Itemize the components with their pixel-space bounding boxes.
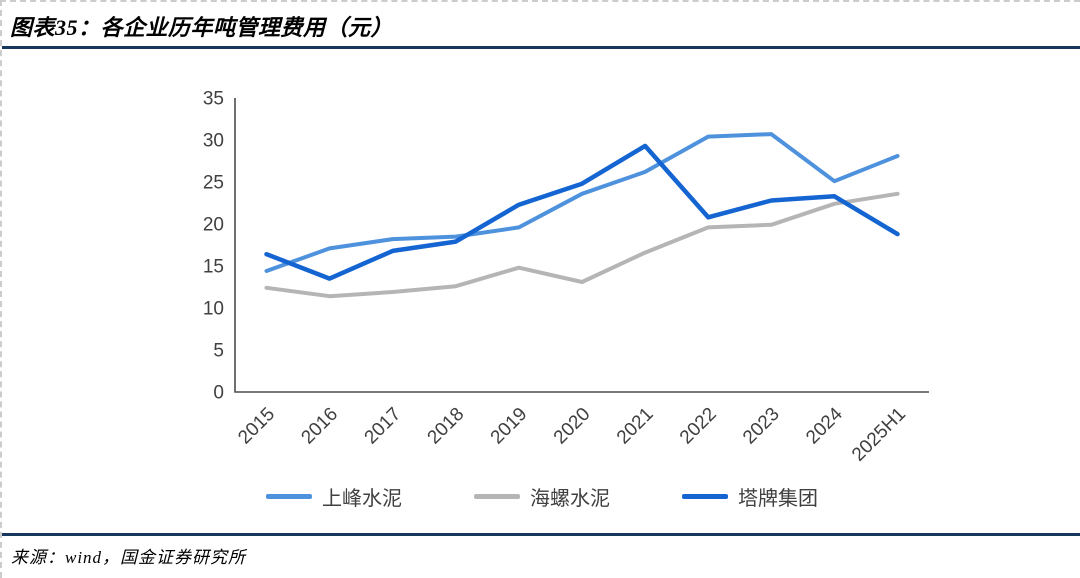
chart-legend: 上峰水泥 海螺水泥 塔牌集团 [2,482,1080,511]
series-line-上峰水泥 [264,132,900,273]
footer-rule [2,533,1080,536]
legend-label: 上峰水泥 [322,488,402,510]
figure-title: 图表35：各企业历年吨管理费用（元） [10,15,394,40]
y-tick-label: 10 [203,299,224,320]
y-tick-label: 25 [203,173,224,194]
x-tick-label: 2021 [613,404,658,449]
legend-line-swatch-hailuo [474,494,520,499]
y-tick-label: 5 [213,341,224,362]
legend-item-hailuo: 海螺水泥 [474,482,610,511]
x-tick-label: 2018 [424,404,469,449]
x-tick-label: 2016 [297,404,342,449]
legend-label: 海螺水泥 [530,488,610,510]
x-tick-label: 2022 [676,404,721,449]
y-tick-label: 30 [203,131,224,152]
chart-axes [234,98,929,393]
legend-line-swatch-tapai [682,494,728,499]
series-line-海螺水泥 [264,191,900,299]
y-tick-label: 0 [213,383,224,404]
series-line-塔牌集团 [264,143,900,281]
x-tick-label: 2017 [361,404,406,449]
legend-line-swatch-shangfeng [266,494,312,499]
x-tick-label: 2024 [802,403,847,448]
x-tick-label: 2015 [234,404,279,449]
x-tick-label: 2023 [739,404,784,449]
x-tick-label: 2020 [550,404,595,449]
x-tick-label: 2019 [487,404,532,449]
legend-label: 塔牌集团 [738,488,818,510]
title-underline-rule [2,46,1080,49]
legend-item-shangfeng: 上峰水泥 [266,482,402,511]
source-attribution: 来源：wind，国金证券研究所 [11,548,247,567]
y-tick-label: 15 [203,257,224,278]
y-tick-label: 35 [203,89,224,110]
x-tick-label: 2025H1 [848,404,910,466]
legend-item-tapai: 塔牌集团 [682,482,818,511]
y-tick-label: 20 [203,215,224,236]
